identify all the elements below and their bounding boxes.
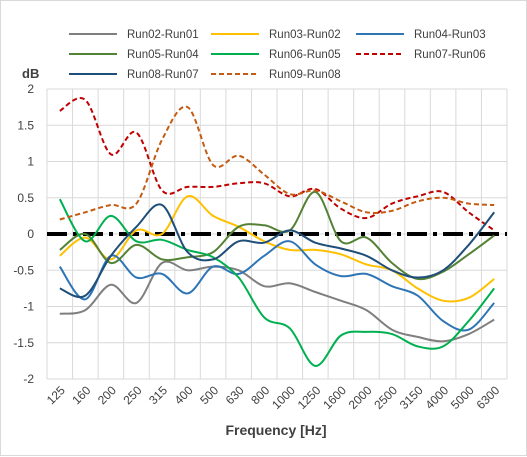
x-tick-label: 630 [223, 383, 247, 407]
y-axis-label: dB [22, 66, 39, 81]
legend-label: Run07-Run06 [414, 49, 486, 61]
y-tick-label: 0.5 [17, 191, 34, 205]
legend-label: Run06-Run05 [269, 49, 341, 61]
y-tick-label: -1 [23, 300, 34, 314]
x-tick-label: 315 [146, 383, 170, 407]
y-tick-label: -0.5 [13, 263, 34, 277]
legend-label: Run02-Run01 [127, 29, 199, 41]
x-tick-label: 4000 [422, 383, 451, 412]
x-tick-label: 125 [44, 383, 68, 407]
series-line-run08-run07 [59, 203, 495, 298]
y-tick-label: -2 [23, 372, 34, 386]
series-line-run05-run04 [59, 190, 495, 281]
x-tick-label: 2000 [346, 383, 375, 412]
x-tick-label: 2500 [371, 383, 400, 412]
legend-label: Run04-Run03 [414, 29, 486, 41]
x-tick-label: 160 [69, 383, 93, 407]
y-tick-label: 1 [27, 155, 34, 169]
x-tick-label: 1250 [295, 383, 324, 412]
x-tick-label: 5000 [448, 383, 477, 412]
x-tick-label: 1000 [269, 383, 298, 412]
x-axis-label: Frequency [Hz] [225, 422, 326, 438]
series-line-run09-run08 [59, 105, 495, 221]
series-line-run06-run05 [58, 198, 495, 367]
y-tick-label: -1.5 [13, 336, 34, 350]
x-tick-label: 800 [248, 383, 272, 407]
y-tick-label: 0 [27, 227, 34, 241]
y-tick-label: 1.5 [17, 118, 34, 132]
x-tick-label: 200 [95, 383, 119, 407]
series-lines [58, 97, 495, 367]
y-tick-label: 2 [27, 82, 34, 96]
x-tick-label: 1600 [320, 383, 349, 412]
legend: Run02-Run01 Run03-Run02 Run04-Run03 Run05-R… [69, 29, 486, 81]
x-tick-label: 400 [172, 383, 196, 407]
legend-label: Run08-Run07 [127, 69, 199, 81]
series-line-run04-run03 [58, 240, 495, 332]
y-tick-labels: -2 -1.5 -1 -0.5 0 0.5 1 1.5 2 [13, 82, 34, 386]
x-tick-label: 250 [121, 383, 145, 407]
x-tick-label: 6300 [474, 383, 503, 412]
x-tick-labels: 125 160 200 250 315 400 500 630 8001000125016002… [44, 383, 503, 412]
legend-label: Run03-Run02 [269, 29, 341, 41]
series-line-run07-run06 [59, 97, 495, 232]
legend-label: Run05-Run04 [127, 49, 199, 61]
legend-label: Run09-Run08 [269, 69, 341, 81]
x-tick-label: 500 [197, 383, 221, 407]
series-line-run02-run01 [59, 260, 495, 343]
x-tick-label: 3150 [397, 383, 426, 412]
